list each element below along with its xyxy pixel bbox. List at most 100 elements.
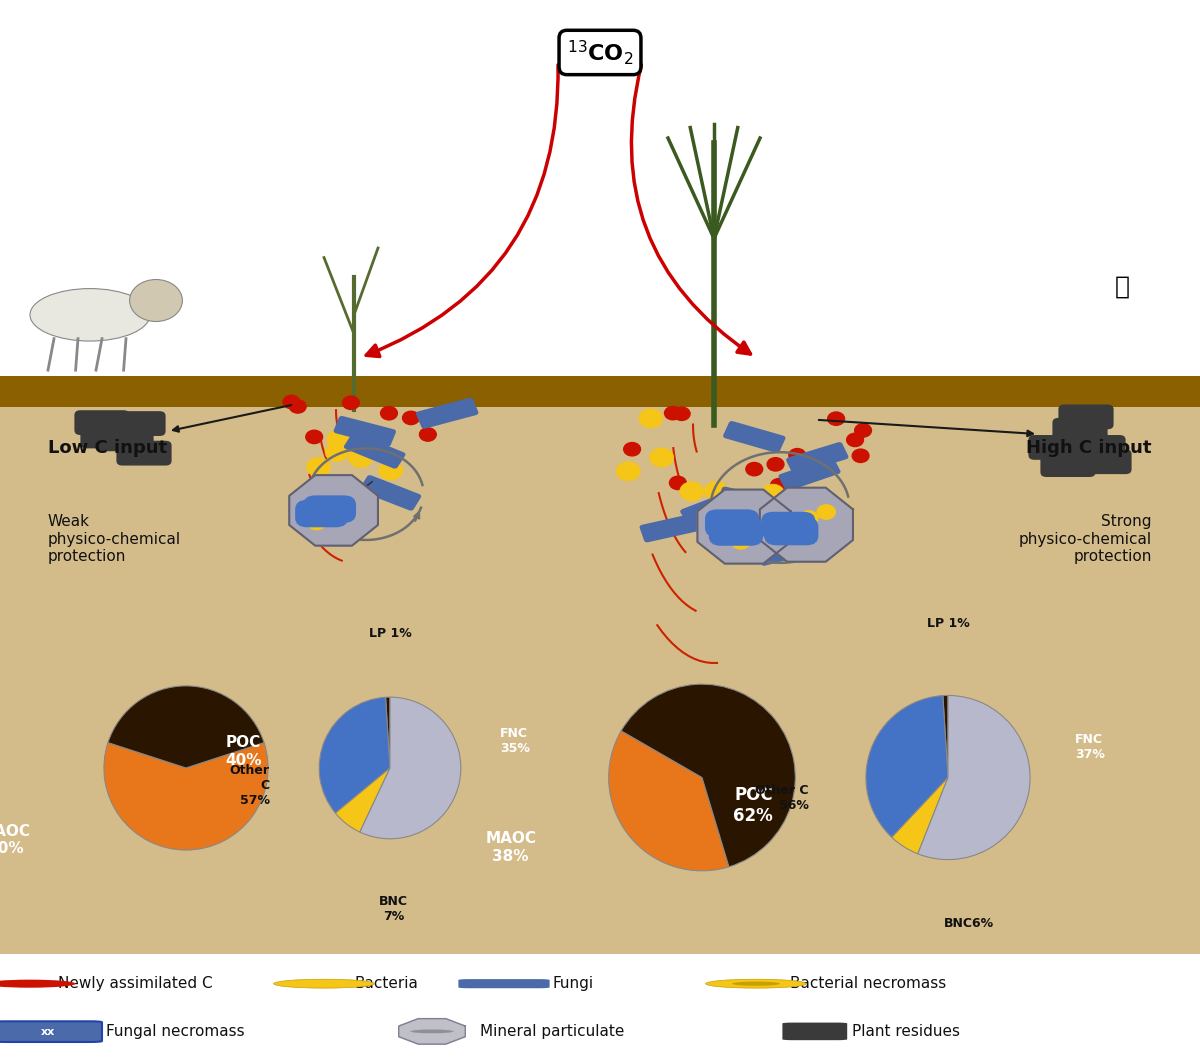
- Circle shape: [746, 462, 763, 476]
- FancyBboxPatch shape: [334, 416, 396, 446]
- Wedge shape: [943, 695, 948, 777]
- FancyBboxPatch shape: [110, 411, 166, 436]
- Wedge shape: [104, 743, 268, 850]
- Text: Low C input: Low C input: [48, 440, 167, 457]
- Circle shape: [348, 448, 372, 467]
- FancyBboxPatch shape: [756, 535, 818, 566]
- Circle shape: [325, 442, 349, 461]
- Ellipse shape: [30, 288, 150, 341]
- Text: Newly assimilated C: Newly assimilated C: [58, 976, 212, 991]
- Text: POC
62%: POC 62%: [733, 787, 773, 825]
- FancyBboxPatch shape: [779, 457, 840, 491]
- FancyBboxPatch shape: [360, 475, 421, 511]
- Circle shape: [852, 449, 869, 462]
- Polygon shape: [760, 488, 853, 562]
- Text: BNC6%: BNC6%: [943, 917, 994, 930]
- FancyBboxPatch shape: [782, 1023, 847, 1040]
- Text: Other
C
57%: Other C 57%: [229, 764, 270, 807]
- Circle shape: [379, 461, 403, 480]
- Circle shape: [767, 458, 784, 471]
- Wedge shape: [608, 730, 728, 871]
- Text: xx: xx: [41, 1026, 55, 1037]
- Circle shape: [828, 412, 845, 425]
- Circle shape: [306, 430, 323, 443]
- Circle shape: [380, 407, 397, 420]
- Circle shape: [731, 525, 749, 540]
- Wedge shape: [892, 777, 948, 853]
- Polygon shape: [398, 1019, 466, 1044]
- Circle shape: [761, 484, 785, 504]
- Circle shape: [306, 457, 330, 476]
- FancyBboxPatch shape: [640, 513, 702, 543]
- FancyBboxPatch shape: [80, 424, 136, 448]
- FancyBboxPatch shape: [0, 1022, 102, 1042]
- Text: Bacteria: Bacteria: [354, 976, 418, 991]
- FancyBboxPatch shape: [98, 426, 154, 452]
- FancyBboxPatch shape: [1052, 418, 1108, 443]
- Bar: [0, 387, 1200, 954]
- Text: $^{13}$CO$_2$: $^{13}$CO$_2$: [566, 38, 634, 67]
- Text: Weak
physico-chemical
protection: Weak physico-chemical protection: [48, 514, 181, 564]
- Circle shape: [649, 448, 673, 467]
- Circle shape: [732, 534, 750, 549]
- Circle shape: [673, 407, 690, 421]
- FancyBboxPatch shape: [704, 510, 760, 537]
- Circle shape: [704, 481, 728, 500]
- Text: Mineral particulate: Mineral particulate: [480, 1024, 624, 1039]
- Circle shape: [788, 448, 805, 462]
- FancyBboxPatch shape: [724, 421, 786, 453]
- Circle shape: [670, 476, 686, 490]
- Polygon shape: [289, 475, 378, 546]
- Circle shape: [342, 396, 359, 409]
- Circle shape: [715, 500, 739, 519]
- Wedge shape: [360, 697, 461, 838]
- Circle shape: [817, 505, 835, 519]
- FancyBboxPatch shape: [718, 487, 780, 516]
- Text: Fungi: Fungi: [552, 976, 593, 991]
- Text: MAOC
60%: MAOC 60%: [0, 824, 31, 856]
- FancyBboxPatch shape: [786, 442, 848, 475]
- Circle shape: [289, 400, 306, 413]
- Circle shape: [847, 434, 864, 446]
- Circle shape: [788, 494, 812, 513]
- Text: MAOC
38%: MAOC 38%: [485, 831, 536, 864]
- Circle shape: [830, 504, 854, 523]
- FancyBboxPatch shape: [1058, 405, 1114, 429]
- Circle shape: [410, 1029, 454, 1034]
- FancyBboxPatch shape: [416, 398, 479, 428]
- FancyBboxPatch shape: [680, 491, 742, 526]
- Wedge shape: [385, 697, 390, 767]
- FancyBboxPatch shape: [74, 410, 130, 435]
- Text: BNC
7%: BNC 7%: [379, 896, 408, 923]
- Bar: [0, 0, 1200, 387]
- Text: Strong
physico-chemical
protection: Strong physico-chemical protection: [1019, 514, 1152, 564]
- Circle shape: [787, 517, 805, 531]
- Text: Fungal necromass: Fungal necromass: [106, 1024, 245, 1039]
- FancyBboxPatch shape: [1040, 453, 1096, 477]
- Polygon shape: [697, 490, 791, 564]
- Circle shape: [800, 511, 818, 526]
- Text: FNC
35%: FNC 35%: [500, 727, 529, 756]
- Circle shape: [301, 510, 318, 524]
- Circle shape: [308, 516, 325, 530]
- Circle shape: [732, 982, 780, 986]
- Circle shape: [0, 979, 76, 988]
- Circle shape: [818, 448, 835, 462]
- Circle shape: [679, 482, 703, 501]
- FancyBboxPatch shape: [754, 504, 814, 523]
- FancyBboxPatch shape: [344, 432, 406, 469]
- Wedge shape: [336, 767, 390, 832]
- Circle shape: [738, 522, 756, 536]
- FancyBboxPatch shape: [764, 517, 818, 545]
- Circle shape: [130, 280, 182, 321]
- FancyBboxPatch shape: [1028, 435, 1084, 460]
- Wedge shape: [866, 695, 948, 837]
- Circle shape: [402, 411, 419, 425]
- FancyBboxPatch shape: [1076, 449, 1132, 474]
- Circle shape: [274, 979, 374, 988]
- Circle shape: [420, 428, 437, 441]
- Circle shape: [706, 979, 806, 988]
- Circle shape: [638, 409, 662, 428]
- Text: Bacterial necromass: Bacterial necromass: [790, 976, 946, 991]
- Circle shape: [328, 429, 352, 448]
